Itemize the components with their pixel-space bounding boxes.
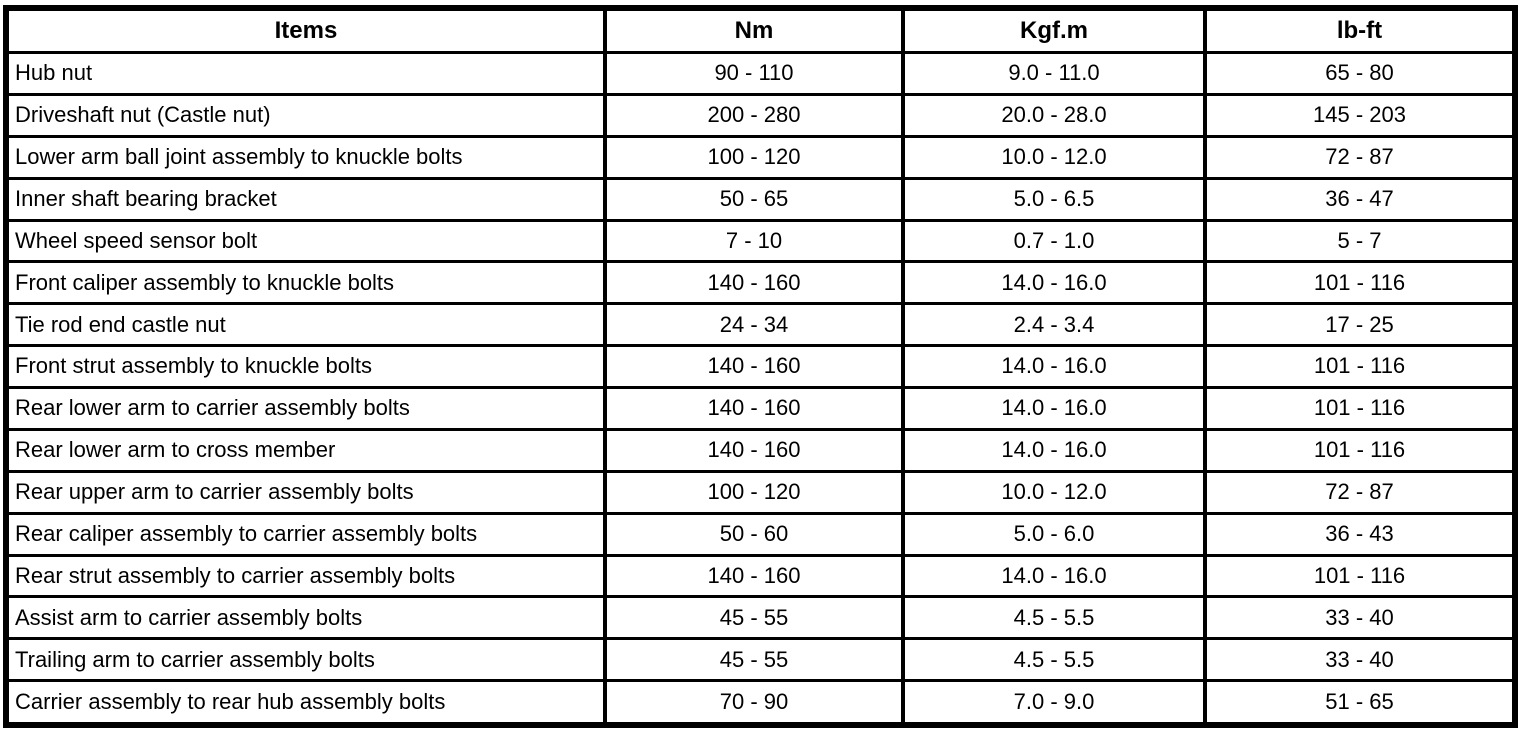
nm-cell: 140 - 160 xyxy=(603,427,905,473)
item-cell: Driveshaft nut (Castle nut) xyxy=(4,92,607,138)
nm-cell: 140 - 160 xyxy=(603,260,905,306)
nm-cell: 7 - 10 xyxy=(603,218,905,264)
table-row: Carrier assembly to rear hub assembly bo… xyxy=(4,679,1517,727)
lbft-cell: 101 - 116 xyxy=(1203,386,1517,431)
item-cell: Lower arm ball joint assembly to knuckle… xyxy=(4,134,607,180)
column-header-lbft: lb-ft xyxy=(1203,6,1517,54)
kgfm-cell: 20.0 - 28.0 xyxy=(901,92,1207,138)
lbft-cell: 101 - 116 xyxy=(1203,427,1517,473)
item-cell: Carrier assembly to rear hub assembly bo… xyxy=(4,679,607,727)
item-cell: Rear upper arm to carrier assembly bolts xyxy=(4,469,607,515)
table-row: Rear caliper assembly to carrier assembl… xyxy=(4,511,1517,557)
table-row: Rear lower arm to carrier assembly bolts… xyxy=(4,386,1517,431)
table-row: Assist arm to carrier assembly bolts 45 -… xyxy=(4,595,1517,641)
lbft-cell: 36 - 43 xyxy=(1203,511,1517,557)
header-row: Items Nm Kgf.m lb-ft xyxy=(4,6,1517,54)
lbft-cell: 33 - 40 xyxy=(1203,637,1517,683)
table-row: Trailing arm to carrier assembly bolts 45… xyxy=(4,637,1517,683)
table-row: Front caliper assembly to knuckle bolts 1… xyxy=(4,260,1517,306)
nm-cell: 70 - 90 xyxy=(603,679,905,727)
nm-cell: 100 - 120 xyxy=(603,469,905,515)
lbft-cell: 101 - 116 xyxy=(1203,553,1517,599)
lbft-cell: 101 - 116 xyxy=(1203,260,1517,306)
kgfm-cell: 5.0 - 6.0 xyxy=(901,511,1207,557)
item-cell: Tie rod end castle nut xyxy=(4,302,607,348)
nm-cell: 50 - 65 xyxy=(603,176,905,222)
nm-cell: 140 - 160 xyxy=(603,344,905,389)
item-cell: Front caliper assembly to knuckle bolts xyxy=(4,260,607,306)
kgfm-cell: 5.0 - 6.5 xyxy=(901,176,1207,222)
kgfm-cell: 9.0 - 11.0 xyxy=(901,51,1207,96)
nm-cell: 50 - 60 xyxy=(603,511,905,557)
lbft-cell: 5 - 7 xyxy=(1203,218,1517,264)
kgfm-cell: 14.0 - 16.0 xyxy=(901,344,1207,389)
item-cell: Rear lower arm to cross member xyxy=(4,427,607,473)
lbft-cell: 36 - 47 xyxy=(1203,176,1517,222)
kgfm-cell: 2.4 - 3.4 xyxy=(901,302,1207,348)
lbft-cell: 51 - 65 xyxy=(1203,679,1517,727)
column-header-nm: Nm xyxy=(603,6,905,54)
table-row: Lower arm ball joint assembly to knuckle… xyxy=(4,134,1517,180)
kgfm-cell: 14.0 - 16.0 xyxy=(901,386,1207,431)
column-header-items: Items xyxy=(4,6,607,54)
lbft-cell: 101 - 116 xyxy=(1203,344,1517,389)
table-row: Driveshaft nut (Castle nut) 200 - 280 20.0… xyxy=(4,92,1517,138)
nm-cell: 90 - 110 xyxy=(603,51,905,96)
item-cell: Rear caliper assembly to carrier assembl… xyxy=(4,511,607,557)
item-cell: Front strut assembly to knuckle bolts xyxy=(4,344,607,389)
kgfm-cell: 14.0 - 16.0 xyxy=(901,427,1207,473)
nm-cell: 140 - 160 xyxy=(603,553,905,599)
table-row: Inner shaft bearing bracket 50 - 65 5.0 - … xyxy=(4,176,1517,222)
kgfm-cell: 14.0 - 16.0 xyxy=(901,553,1207,599)
table-row: Rear upper arm to carrier assembly bolts… xyxy=(4,469,1517,515)
table-header: Items Nm Kgf.m lb-ft xyxy=(4,6,1517,54)
nm-cell: 45 - 55 xyxy=(603,595,905,641)
item-cell: Wheel speed sensor bolt xyxy=(4,218,607,264)
kgfm-cell: 7.0 - 9.0 xyxy=(901,679,1207,727)
kgfm-cell: 10.0 - 12.0 xyxy=(901,469,1207,515)
table-body: Hub nut 90 - 110 9.0 - 11.0 65 - 80 Drivesha… xyxy=(4,51,1517,727)
table-row: Rear strut assembly to carrier assembly … xyxy=(4,553,1517,599)
lbft-cell: 72 - 87 xyxy=(1203,134,1517,180)
item-cell: Rear strut assembly to carrier assembly … xyxy=(4,553,607,599)
kgfm-cell: 14.0 - 16.0 xyxy=(901,260,1207,306)
kgfm-cell: 4.5 - 5.5 xyxy=(901,595,1207,641)
table-row: Tie rod end castle nut 24 - 34 2.4 - 3.4 17… xyxy=(4,302,1517,348)
kgfm-cell: 0.7 - 1.0 xyxy=(901,218,1207,264)
lbft-cell: 145 - 203 xyxy=(1203,92,1517,138)
lbft-cell: 17 - 25 xyxy=(1203,302,1517,348)
item-cell: Assist arm to carrier assembly bolts xyxy=(4,595,607,641)
column-header-kgfm: Kgf.m xyxy=(901,6,1207,54)
item-cell: Hub nut xyxy=(4,51,607,96)
torque-spec-table: Items Nm Kgf.m lb-ft Hub nut 90 - 110 9.0 … xyxy=(3,5,1518,728)
nm-cell: 200 - 280 xyxy=(603,92,905,138)
lbft-cell: 33 - 40 xyxy=(1203,595,1517,641)
table-row: Wheel speed sensor bolt 7 - 10 0.7 - 1.0 5 … xyxy=(4,218,1517,264)
nm-cell: 140 - 160 xyxy=(603,386,905,431)
table-row: Front strut assembly to knuckle bolts 140… xyxy=(4,344,1517,389)
kgfm-cell: 4.5 - 5.5 xyxy=(901,637,1207,683)
lbft-cell: 65 - 80 xyxy=(1203,51,1517,96)
nm-cell: 24 - 34 xyxy=(603,302,905,348)
table-row: Hub nut 90 - 110 9.0 - 11.0 65 - 80 xyxy=(4,51,1517,96)
nm-cell: 45 - 55 xyxy=(603,637,905,683)
item-cell: Inner shaft bearing bracket xyxy=(4,176,607,222)
item-cell: Trailing arm to carrier assembly bolts xyxy=(4,637,607,683)
lbft-cell: 72 - 87 xyxy=(1203,469,1517,515)
nm-cell: 100 - 120 xyxy=(603,134,905,180)
table-row: Rear lower arm to cross member 140 - 160 1… xyxy=(4,427,1517,473)
kgfm-cell: 10.0 - 12.0 xyxy=(901,134,1207,180)
item-cell: Rear lower arm to carrier assembly bolts xyxy=(4,386,607,431)
